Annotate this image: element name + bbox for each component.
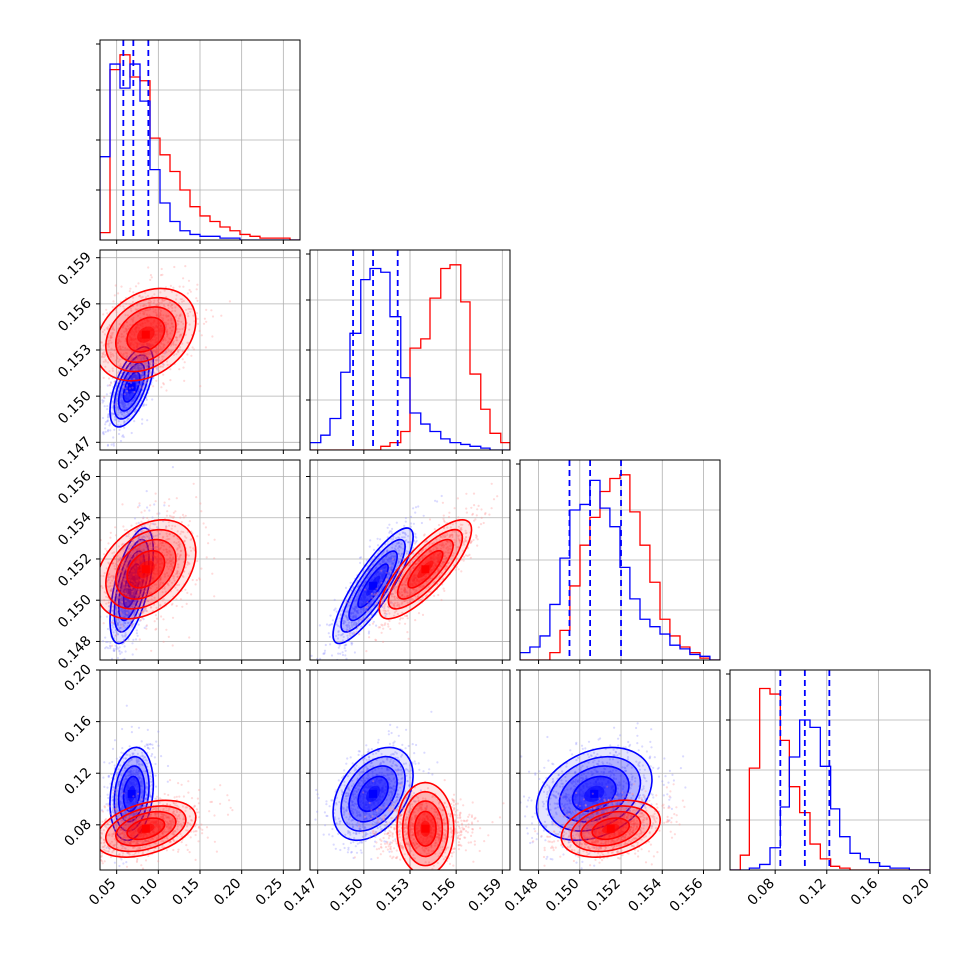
x-tick-label: 0.05: [86, 876, 119, 909]
x-tick-label: 0.153: [373, 876, 413, 916]
axes-frame: [519, 669, 721, 871]
scatter-panel-2-1: [306, 459, 511, 664]
hist-series_a: [520, 474, 720, 660]
density-peak-series_b: [590, 789, 599, 798]
x-tick-label: 0.159: [465, 876, 505, 916]
x-tick-label: 0.147: [281, 876, 321, 916]
y-tick-label: 0.153: [55, 342, 95, 382]
scatter-points-series_a: [347, 770, 505, 870]
x-tick-label: 0.150: [327, 876, 367, 916]
y-tick-label: 0.156: [55, 295, 95, 335]
hist-series_a: [100, 54, 300, 240]
scatter-panel-3-1: 0.147 0.150 0.153 0.156 0.159: [281, 669, 511, 916]
x-tick-label: 0.15: [169, 876, 202, 909]
x-tick-label: 0.20: [899, 876, 932, 909]
scatter-panel-3-0: 0.05 0.10 0.15 0.20 0.250.080.120.160.20: [61, 662, 301, 909]
hist-series_a: [730, 687, 930, 870]
hist-panel-1: [306, 249, 511, 454]
density-peak-series_a: [141, 330, 150, 339]
density-peak-series_a: [141, 824, 150, 833]
x-tick-label: 0.08: [745, 876, 778, 909]
x-tick-label: 0.10: [128, 876, 161, 909]
hist-series_b: [730, 719, 930, 870]
density-peak-series_a: [421, 824, 430, 833]
scatter-panel-1-0: 0.147 0.150 0.153 0.156 0.159: [55, 249, 301, 474]
y-tick-label: 0.12: [61, 765, 94, 798]
scatter-panel-3-2: 0.148 0.150 0.152 0.154 0.156: [502, 669, 721, 916]
density-peak-series_a: [141, 565, 150, 574]
y-tick-label: 0.148: [55, 633, 95, 673]
y-tick-label: 0.150: [55, 592, 95, 632]
y-tick-label: 0.08: [61, 816, 94, 849]
y-tick-label: 0.150: [55, 388, 95, 428]
x-tick-label: 0.12: [796, 876, 829, 909]
hist-series_b: [310, 267, 510, 450]
y-tick-label: 0.159: [55, 249, 95, 289]
density-peak-series_a: [606, 824, 615, 833]
x-tick-label: 0.150: [543, 876, 583, 916]
y-tick-label: 0.152: [55, 550, 95, 590]
x-tick-label: 0.152: [584, 876, 624, 916]
hist-panel-2: [516, 459, 721, 664]
x-tick-label: 0.154: [625, 875, 665, 915]
density-peak-series_b: [369, 789, 378, 798]
hist-series_b: [520, 479, 720, 660]
hist-series_a: [310, 264, 510, 450]
x-tick-label: 0.148: [502, 876, 542, 916]
y-tick-label: 0.147: [55, 434, 95, 474]
hist-series_b: [100, 63, 300, 240]
x-tick-label: 0.16: [848, 875, 881, 908]
x-tick-label: 0.156: [419, 875, 459, 915]
scatter-points-series_b: [314, 710, 439, 861]
y-tick-label: 0.156: [55, 468, 95, 508]
y-tick-label: 0.154: [55, 509, 95, 549]
density-peak-series_b: [127, 789, 136, 798]
density-peak-series_b: [127, 382, 136, 391]
density-peak-series_b: [369, 581, 378, 590]
hist-panel-0: [96, 39, 301, 244]
y-tick-label: 0.16: [61, 713, 94, 746]
hist-panel-3: 0.08 0.12 0.16 0.20: [726, 669, 933, 909]
x-tick-label: 0.156: [667, 875, 707, 915]
density-peak-series_a: [421, 565, 430, 574]
x-tick-label: 0.20: [211, 876, 244, 909]
